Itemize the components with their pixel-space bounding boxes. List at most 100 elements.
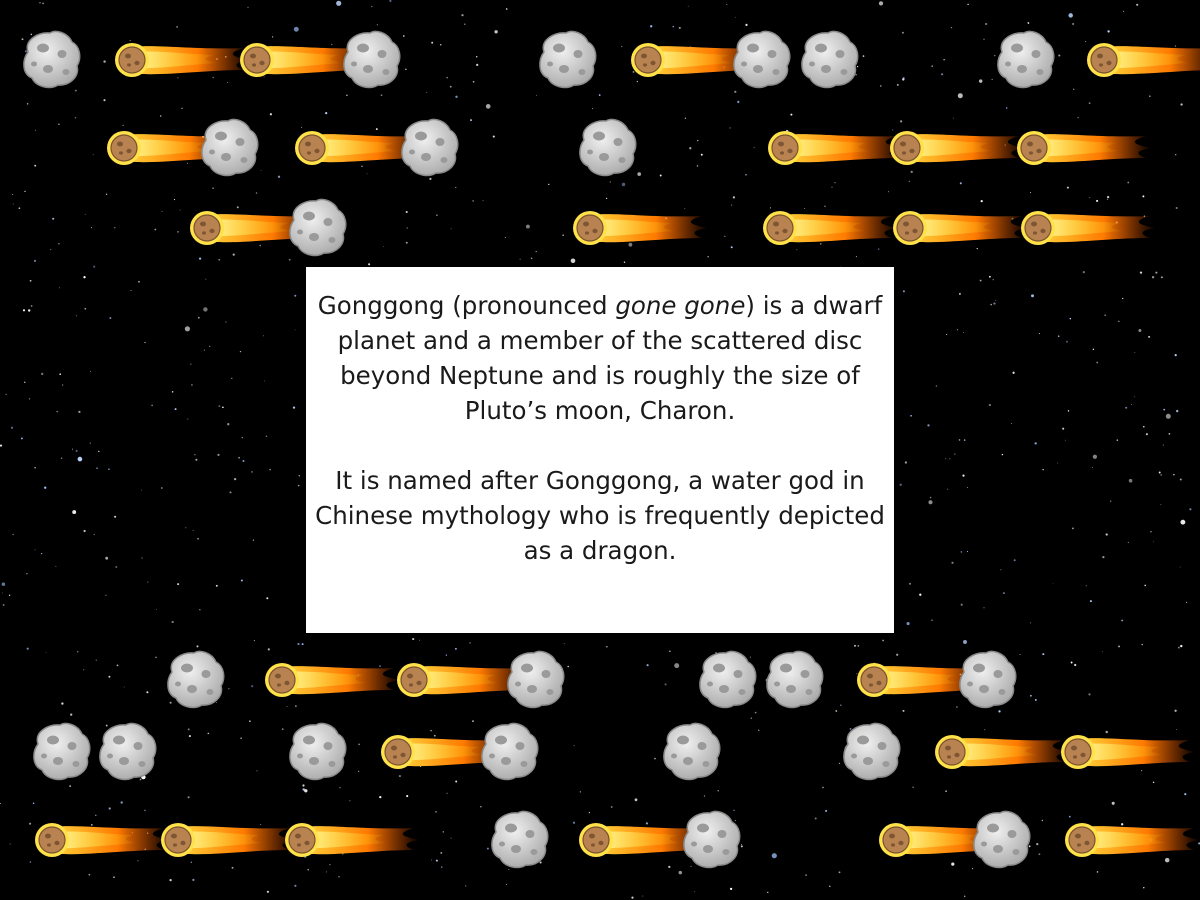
star xyxy=(535,94,537,96)
star xyxy=(70,713,73,716)
star xyxy=(75,315,77,317)
star xyxy=(139,778,142,781)
star xyxy=(71,448,74,450)
star xyxy=(1102,556,1105,559)
star xyxy=(455,186,457,188)
star xyxy=(485,104,491,109)
star xyxy=(325,111,328,115)
star xyxy=(1152,781,1155,784)
star xyxy=(855,256,857,258)
star xyxy=(190,383,193,386)
star xyxy=(1145,433,1148,436)
star xyxy=(26,647,29,650)
star xyxy=(398,775,401,778)
star xyxy=(1057,462,1059,464)
star xyxy=(1173,473,1175,476)
star xyxy=(0,803,1,804)
star xyxy=(24,381,26,383)
star xyxy=(20,437,23,440)
star xyxy=(266,597,269,600)
star xyxy=(469,642,471,644)
star xyxy=(724,235,726,237)
pronunciation: gone gone xyxy=(615,291,746,320)
star xyxy=(114,227,116,229)
star xyxy=(435,859,438,862)
star xyxy=(901,31,904,34)
star xyxy=(161,210,163,213)
star xyxy=(108,468,110,471)
star xyxy=(60,457,63,460)
star xyxy=(482,200,484,202)
star xyxy=(991,78,993,80)
p1-text-start: Gonggong (pronounced xyxy=(317,291,616,320)
star xyxy=(169,878,172,882)
star xyxy=(902,77,905,80)
star xyxy=(105,556,109,560)
star xyxy=(1123,10,1125,12)
star xyxy=(240,737,242,739)
star xyxy=(78,410,81,414)
star xyxy=(623,261,626,263)
star xyxy=(814,817,817,820)
star xyxy=(186,162,189,164)
star xyxy=(137,860,139,862)
star xyxy=(562,234,564,236)
star xyxy=(929,496,932,499)
star xyxy=(455,780,458,783)
star xyxy=(1177,646,1180,649)
star xyxy=(1136,3,1139,6)
star xyxy=(297,642,300,646)
star xyxy=(1064,439,1066,441)
star xyxy=(62,384,64,386)
star xyxy=(486,847,489,850)
star xyxy=(255,192,258,194)
star xyxy=(824,205,826,208)
star xyxy=(177,583,180,586)
star xyxy=(1148,335,1151,338)
star xyxy=(822,786,824,789)
star xyxy=(454,647,457,650)
star xyxy=(1052,583,1054,585)
star xyxy=(430,729,432,732)
star xyxy=(83,669,85,671)
star xyxy=(433,734,436,737)
star xyxy=(1068,815,1071,818)
star xyxy=(52,217,55,220)
star xyxy=(361,165,363,167)
star xyxy=(383,245,385,247)
star xyxy=(1013,559,1016,562)
star xyxy=(12,193,14,196)
star xyxy=(1118,645,1121,648)
star xyxy=(621,182,626,187)
star xyxy=(187,796,190,799)
star xyxy=(1091,466,1093,468)
star xyxy=(1143,887,1145,889)
star xyxy=(1180,519,1186,525)
star xyxy=(1162,444,1164,446)
star xyxy=(1107,30,1110,33)
star xyxy=(194,454,196,456)
star xyxy=(331,43,333,46)
star xyxy=(325,871,328,873)
star xyxy=(943,59,945,61)
star xyxy=(1127,541,1129,544)
star xyxy=(222,406,224,409)
star xyxy=(212,187,214,190)
star xyxy=(1165,413,1171,419)
star xyxy=(187,728,190,731)
star xyxy=(1141,643,1143,646)
star xyxy=(1116,439,1119,441)
star xyxy=(108,675,111,678)
star xyxy=(412,638,415,641)
star xyxy=(440,851,443,854)
asteroid-icon xyxy=(766,650,824,709)
star xyxy=(928,500,933,505)
star xyxy=(758,729,760,731)
star xyxy=(264,380,265,382)
star xyxy=(159,115,162,117)
asteroid-icon xyxy=(289,198,347,257)
star xyxy=(90,824,93,826)
star xyxy=(687,5,689,7)
star xyxy=(1151,276,1155,279)
star xyxy=(179,209,181,211)
